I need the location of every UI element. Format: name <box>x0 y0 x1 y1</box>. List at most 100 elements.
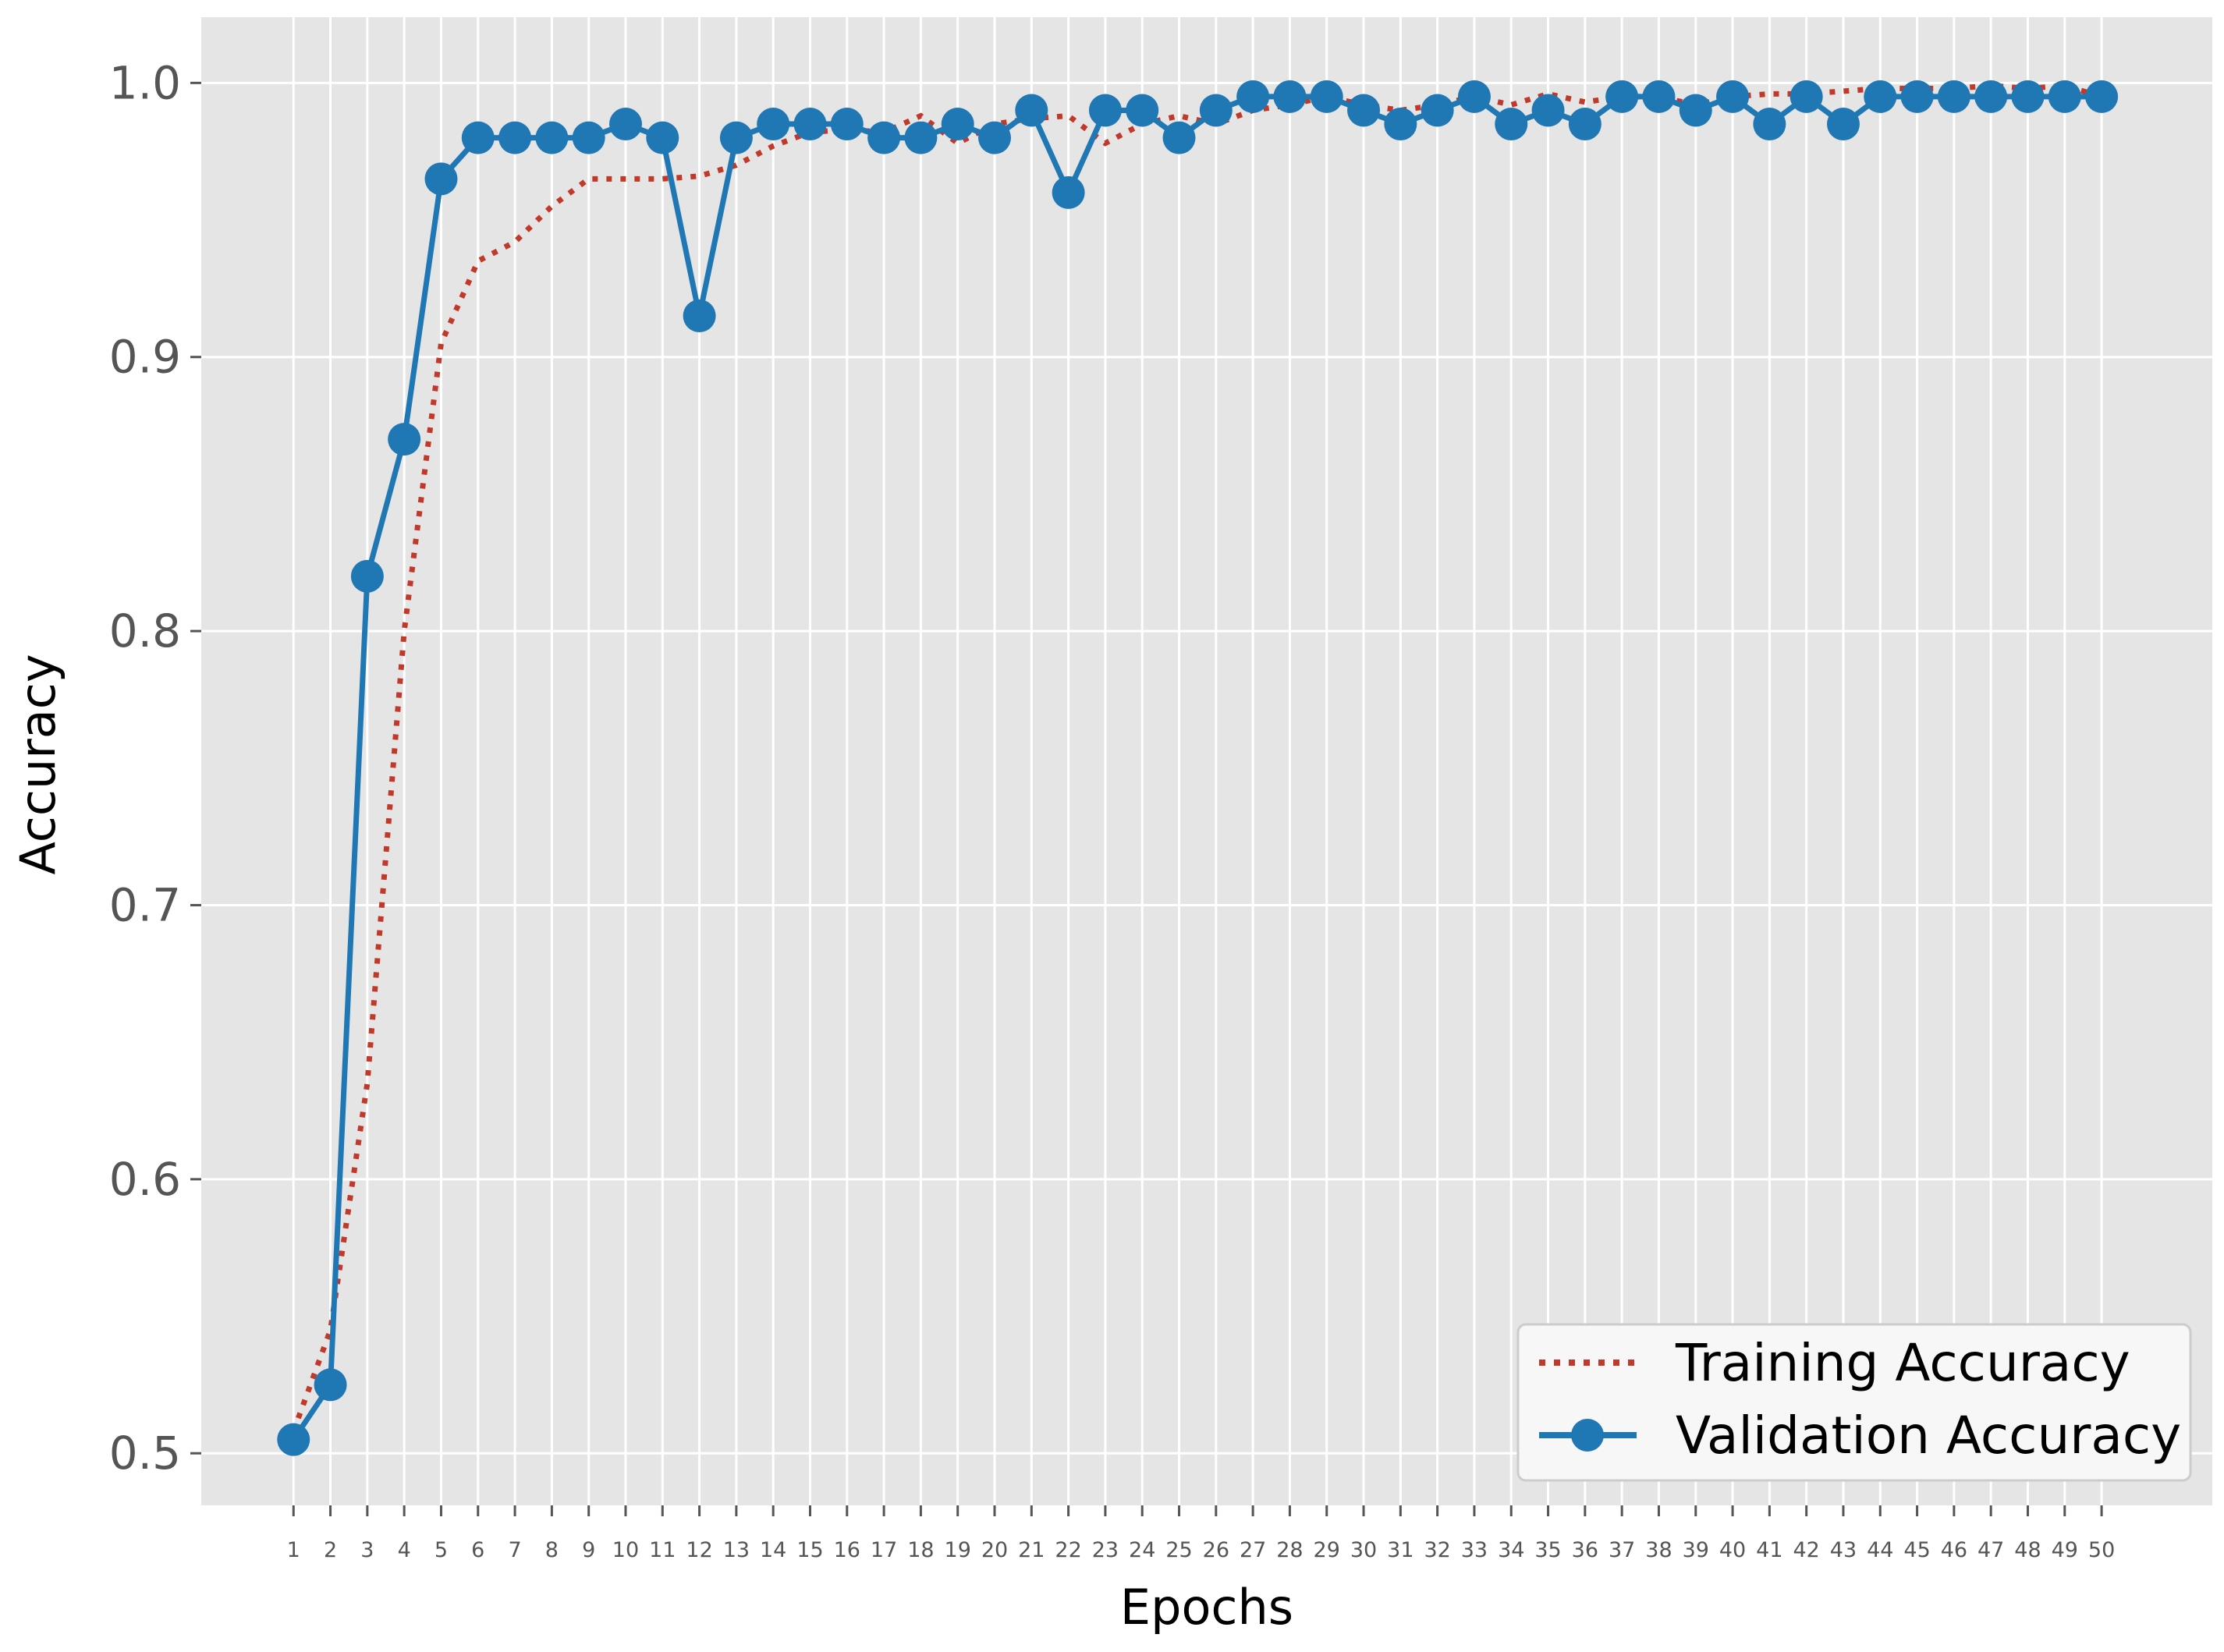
y-tick-label: 0.7 <box>109 878 181 931</box>
validation-point <box>1384 108 1417 141</box>
validation-point <box>1088 94 1122 127</box>
validation-point <box>1126 94 1159 127</box>
x-tick-label: 23 <box>1092 1538 1119 1562</box>
validation-point <box>1531 94 1565 127</box>
y-tick-label: 0.6 <box>109 1153 181 1206</box>
x-tick-label: 28 <box>1276 1538 1303 1562</box>
training-accuracy-line <box>290 83 2103 1433</box>
x-tick-label: 26 <box>1203 1538 1229 1562</box>
validation-point <box>498 121 532 154</box>
legend-validation-marker <box>1571 1419 1604 1452</box>
x-tick-label: 36 <box>1572 1538 1598 1562</box>
x-tick-label: 31 <box>1387 1538 1413 1562</box>
series-layer <box>277 80 2119 1456</box>
x-tick-label: 37 <box>1609 1538 1635 1562</box>
validation-point <box>1421 94 1454 127</box>
validation-point <box>867 121 901 154</box>
x-tick-label: 4 <box>398 1538 411 1562</box>
validation-point <box>1716 80 1750 113</box>
validation-point <box>2085 80 2119 113</box>
x-tick-label: 29 <box>1314 1538 1340 1562</box>
validation-point <box>719 121 753 154</box>
validation-point <box>1679 94 1712 127</box>
x-tick-label: 43 <box>1830 1538 1857 1562</box>
x-tick-label: 27 <box>1240 1538 1266 1562</box>
validation-point <box>1347 94 1381 127</box>
validation-point <box>1273 80 1307 113</box>
validation-point <box>572 121 605 154</box>
x-tick-label: 9 <box>582 1538 595 1562</box>
x-tick-label: 38 <box>1645 1538 1672 1562</box>
x-tick-label: 20 <box>981 1538 1008 1562</box>
x-tick-label: 6 <box>471 1538 484 1562</box>
legend-box <box>1516 1323 2192 1482</box>
validation-point <box>1457 80 1491 113</box>
validation-point <box>424 162 458 196</box>
validation-point <box>1495 108 1528 141</box>
validation-point <box>388 423 421 456</box>
validation-point <box>793 108 827 141</box>
y-tick-label: 0.9 <box>109 331 181 384</box>
validation-point <box>1568 108 1601 141</box>
x-tick-label: 45 <box>1903 1538 1930 1562</box>
validation-point <box>1642 80 1676 113</box>
x-tick-label: 25 <box>1165 1538 1192 1562</box>
validation-point <box>683 300 716 333</box>
y-tick-label: 0.8 <box>109 604 181 658</box>
x-tick-label: 35 <box>1534 1538 1561 1562</box>
x-tick-label: 12 <box>686 1538 712 1562</box>
validation-point <box>830 108 864 141</box>
x-tick-label: 21 <box>1018 1538 1045 1562</box>
validation-point <box>1052 175 1085 209</box>
validation-point <box>1199 94 1233 127</box>
validation-point <box>1974 80 2008 113</box>
y-tick-label: 0.5 <box>109 1427 181 1480</box>
x-tick-label: 47 <box>1977 1538 2004 1562</box>
x-tick-label: 16 <box>834 1538 860 1562</box>
x-tick-label: 33 <box>1461 1538 1488 1562</box>
x-tick-label: 17 <box>871 1538 897 1562</box>
grid-lines <box>201 17 2212 1505</box>
x-tick-label: 13 <box>723 1538 750 1562</box>
validation-point <box>1162 121 1196 154</box>
x-tick-label: 39 <box>1683 1538 1709 1562</box>
legend: Training Accuracy Validation Accuracy <box>1516 1323 2192 1482</box>
x-tick-label: 49 <box>2052 1538 2078 1562</box>
validation-point <box>1236 80 1270 113</box>
legend-training-label: Training Accuracy <box>1675 1333 2130 1393</box>
x-tick-label: 14 <box>760 1538 786 1562</box>
x-tick-label: 46 <box>1941 1538 1967 1562</box>
x-tick-label: 1 <box>287 1538 300 1562</box>
x-axis-ticks: 1 2 3 4 5 6 7 8 9 10 11 12 13 14 15 16 17 18 19 20 21 22 23 24 2… <box>287 1505 2115 1562</box>
x-tick-label: 30 <box>1350 1538 1377 1562</box>
validation-point <box>1789 80 1823 113</box>
x-tick-label: 50 <box>2088 1538 2115 1562</box>
validation-point <box>314 1368 347 1402</box>
validation-point <box>277 1423 310 1456</box>
x-tick-label: 7 <box>508 1538 521 1562</box>
x-tick-label: 42 <box>1793 1538 1819 1562</box>
x-tick-label: 10 <box>612 1538 639 1562</box>
x-tick-label: 40 <box>1719 1538 1746 1562</box>
validation-point <box>350 559 384 593</box>
validation-point <box>941 108 974 141</box>
x-tick-label: 5 <box>435 1538 448 1562</box>
validation-point <box>646 121 679 154</box>
x-tick-label: 3 <box>360 1538 374 1562</box>
x-tick-label: 34 <box>1498 1538 1524 1562</box>
y-axis-ticks: 0.5 0.6 0.7 0.8 0.9 1.0 <box>109 56 201 1480</box>
x-tick-label: 11 <box>649 1538 676 1562</box>
legend-validation-label: Validation Accuracy <box>1676 1406 2181 1466</box>
validation-point <box>1937 80 1970 113</box>
x-tick-label: 2 <box>324 1538 337 1562</box>
validation-point <box>608 108 642 141</box>
x-tick-label: 41 <box>1756 1538 1782 1562</box>
x-tick-label: 18 <box>907 1538 934 1562</box>
x-tick-label: 19 <box>945 1538 971 1562</box>
validation-point <box>757 108 790 141</box>
validation-point <box>2011 80 2045 113</box>
validation-point <box>2048 80 2081 113</box>
x-axis-label: Epochs <box>1120 1579 1293 1636</box>
plot-background <box>201 17 2212 1505</box>
